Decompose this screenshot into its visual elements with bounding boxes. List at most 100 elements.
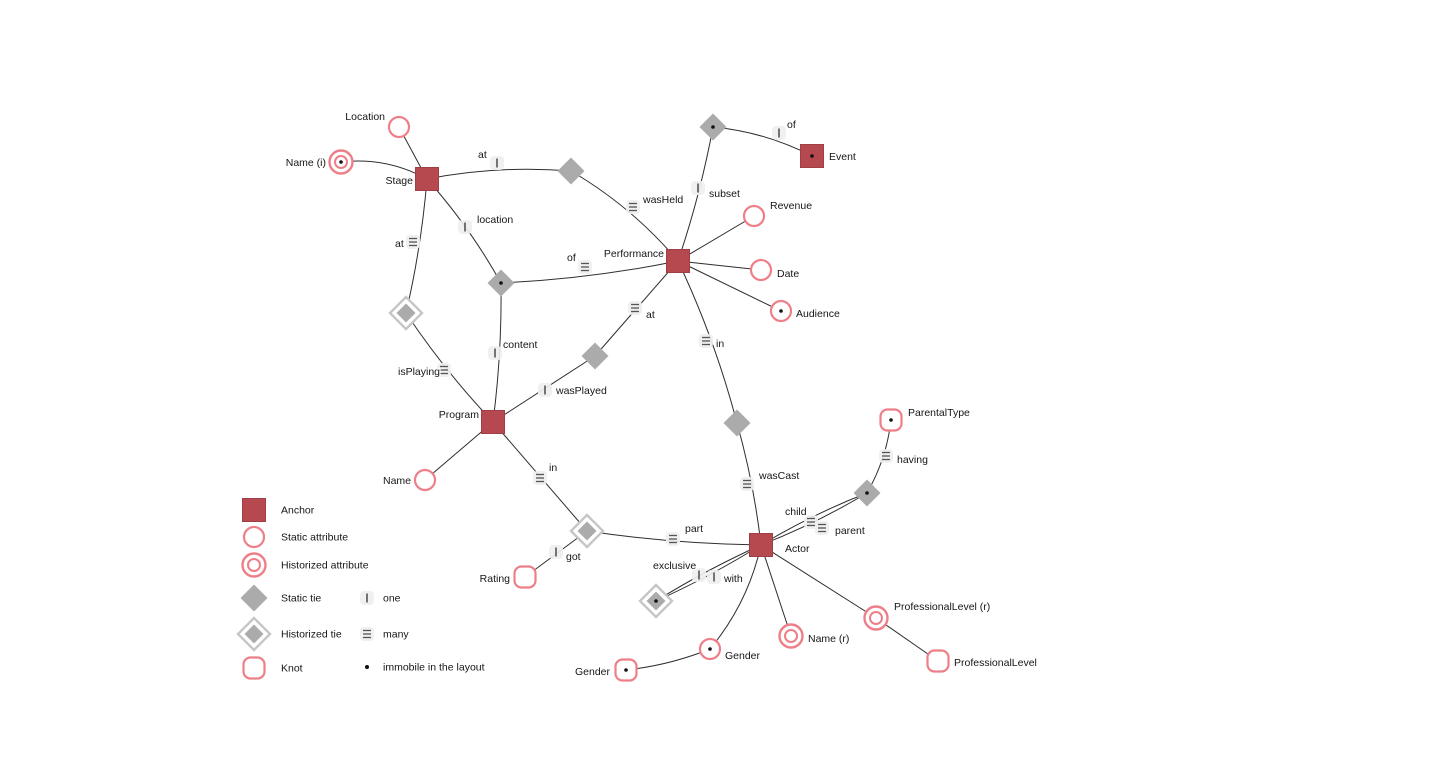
node-tie_at1[interactable] bbox=[557, 157, 585, 185]
node-tie_wasplayed[interactable] bbox=[581, 342, 609, 370]
legend-symbol-knot bbox=[242, 656, 266, 680]
edge-label-at: at bbox=[478, 149, 487, 161]
edge-label-location: location bbox=[477, 214, 513, 226]
edge-label-got: got bbox=[566, 551, 581, 563]
edge-label-at: at bbox=[646, 309, 655, 321]
node-program[interactable] bbox=[481, 410, 505, 434]
node-label-proflevel_knot: ProfessionalLevel bbox=[954, 657, 1037, 669]
node-proflevel_knot[interactable] bbox=[926, 649, 950, 673]
edge-tie_loc-performance bbox=[500, 260, 679, 284]
legend-item-label: Historized tie bbox=[281, 629, 342, 641]
edge-label-content: content bbox=[503, 339, 538, 351]
node-tie_wascast[interactable] bbox=[723, 409, 751, 437]
legend-marker-label: immobile in the layout bbox=[383, 662, 485, 674]
node-label-parentaltype: ParentalType bbox=[908, 407, 970, 419]
legend-marker-label: one bbox=[383, 593, 401, 605]
edge-label-of: of bbox=[567, 252, 576, 264]
node-label-name: Name bbox=[383, 475, 411, 487]
edge-label-in: in bbox=[716, 338, 724, 350]
node-gender_attr[interactable] bbox=[698, 637, 722, 661]
edge-label-with: with bbox=[723, 573, 743, 585]
node-label-date: Date bbox=[777, 268, 799, 280]
edge-label-exclusive: exclusive bbox=[653, 560, 696, 572]
node-tie_excl[interactable] bbox=[638, 583, 674, 619]
node-label-stage: Stage bbox=[386, 175, 414, 187]
legend-symbol-attr_hist bbox=[241, 552, 267, 578]
edge-label-child: child bbox=[785, 506, 807, 518]
edge-performance-date bbox=[677, 260, 762, 271]
node-label-rating: Rating bbox=[480, 573, 511, 585]
node-name_i[interactable] bbox=[328, 149, 354, 175]
legend-item-label: Anchor bbox=[281, 505, 315, 517]
node-tie_got[interactable] bbox=[569, 513, 605, 549]
node-label-event: Event bbox=[829, 151, 856, 163]
edge-label-at: at bbox=[395, 238, 404, 250]
cardinality-many-marker bbox=[666, 532, 680, 546]
edge-label-wasCast: wasCast bbox=[758, 470, 799, 482]
cardinality-many-marker bbox=[815, 521, 829, 535]
node-label-audience: Audience bbox=[796, 308, 840, 320]
node-proflevel_r[interactable] bbox=[863, 605, 889, 631]
node-label-program: Program bbox=[439, 409, 480, 421]
node-rating[interactable] bbox=[513, 565, 537, 589]
edge-actor-gender_attr bbox=[709, 544, 762, 650]
cardinality-many-marker bbox=[406, 235, 420, 249]
node-tie_of[interactable] bbox=[699, 113, 727, 141]
node-label-gender_attr: Gender bbox=[725, 650, 761, 662]
node-label-name_r: Name (r) bbox=[808, 633, 849, 645]
cardinality-one-marker bbox=[707, 570, 721, 584]
cardinality-one-marker bbox=[549, 545, 563, 559]
edge-stage-name_i bbox=[340, 160, 428, 180]
node-label-location: Location bbox=[345, 111, 385, 123]
node-name[interactable] bbox=[413, 468, 437, 492]
node-label-name_i: Name (i) bbox=[286, 157, 326, 169]
node-gender_knot[interactable] bbox=[614, 658, 638, 682]
node-tie_having[interactable] bbox=[853, 479, 881, 507]
node-tie_loc[interactable] bbox=[487, 269, 515, 297]
node-revenue[interactable] bbox=[742, 204, 766, 228]
cardinality-one-marker bbox=[772, 126, 786, 140]
node-stage[interactable] bbox=[415, 167, 439, 191]
cardinality-one-marker bbox=[490, 156, 504, 170]
cardinality-many-marker bbox=[699, 334, 713, 348]
cardinality-many-marker bbox=[879, 449, 893, 463]
edge-label-parent: parent bbox=[835, 525, 865, 537]
edge-label-subset: subset bbox=[709, 188, 740, 200]
legend-item-label: Static tie bbox=[281, 593, 321, 605]
node-label-actor: Actor bbox=[785, 543, 810, 555]
node-performance[interactable] bbox=[666, 249, 690, 273]
cardinality-many-marker bbox=[740, 477, 754, 491]
node-event[interactable] bbox=[800, 144, 824, 168]
cardinality-one-marker bbox=[488, 346, 502, 360]
node-date[interactable] bbox=[749, 258, 773, 282]
node-name_r[interactable] bbox=[778, 623, 804, 649]
node-actor[interactable] bbox=[749, 533, 773, 557]
cardinality-one-marker bbox=[458, 220, 472, 234]
legend-marker-dot bbox=[365, 665, 369, 669]
node-tie_hist_at[interactable] bbox=[388, 295, 424, 331]
node-label-performance: Performance bbox=[604, 248, 664, 260]
edge-label-isPlaying: isPlaying bbox=[398, 366, 440, 378]
edge-gender_attr-gender_knot bbox=[625, 648, 711, 671]
legend-item-label: Static attribute bbox=[281, 532, 348, 544]
legend-symbol-tie_hist bbox=[236, 616, 272, 652]
node-parentaltype[interactable] bbox=[879, 408, 903, 432]
edge-actor-name_r bbox=[760, 544, 792, 637]
legend-item-label: Historized attribute bbox=[281, 560, 369, 572]
edge-label-wasPlayed: wasPlayed bbox=[555, 385, 607, 397]
edge-label-of: of bbox=[787, 119, 796, 131]
edge-label-wasHeld: wasHeld bbox=[642, 194, 683, 206]
edge-label-having: having bbox=[897, 454, 928, 466]
node-audience[interactable] bbox=[769, 299, 793, 323]
edge-tie_of-event bbox=[712, 126, 813, 157]
legend-marker-label: many bbox=[383, 629, 409, 641]
cardinality-one-marker bbox=[538, 383, 552, 397]
cardinality-many-marker bbox=[804, 515, 818, 529]
legend-symbol-anchor bbox=[242, 498, 266, 522]
legend-item-label: Knot bbox=[281, 663, 303, 675]
legend-symbol-attr_static bbox=[242, 525, 266, 549]
node-label-revenue: Revenue bbox=[770, 200, 812, 212]
node-location[interactable] bbox=[387, 115, 411, 139]
